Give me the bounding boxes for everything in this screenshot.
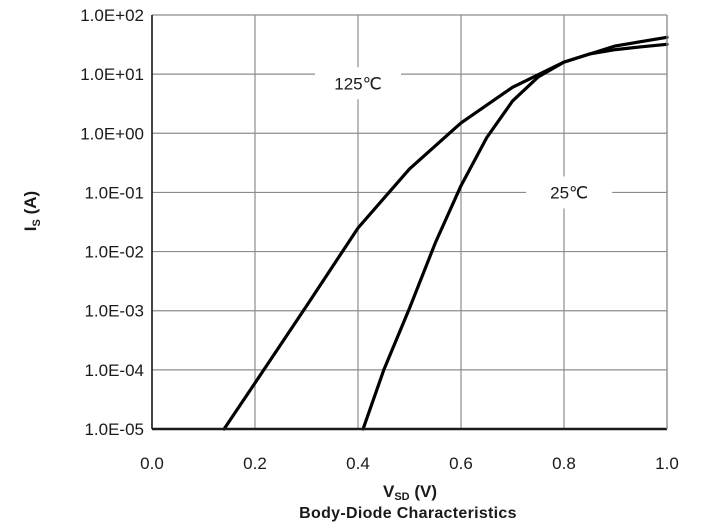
y-tick-label-4: 1.0E-01 xyxy=(84,183,144,202)
x-tick-label-1: 0.2 xyxy=(243,454,267,473)
x-tick-label-5: 1.0 xyxy=(655,454,679,473)
x-tick-label-2: 0.4 xyxy=(346,454,370,473)
y-tick-label-2: 1.0E-03 xyxy=(84,302,144,321)
y-tick-labels: 1.0E-05 1.0E-04 1.0E-03 1.0E-02 1.0E-01 1.0E+… xyxy=(80,6,144,439)
series-label-background-1 xyxy=(526,176,613,209)
y-axis-title: IS (A) xyxy=(21,191,43,231)
series-line-1 xyxy=(361,42,669,431)
x-axis-title: VSD (V) xyxy=(383,482,437,503)
y-tick-label-7: 1.0E+02 xyxy=(80,6,144,25)
series-labels: 125℃ 25℃ xyxy=(315,67,613,209)
y-tick-label-1: 1.0E-04 xyxy=(84,361,144,380)
x-axis-title-main: V xyxy=(383,482,395,501)
y-tick-label-6: 1.0E+01 xyxy=(80,65,144,84)
chart-title: Body-Diode Characteristics xyxy=(299,505,517,522)
y-axis-title-main: I xyxy=(21,226,40,231)
y-tick-label-3: 1.0E-02 xyxy=(84,243,144,262)
y-tick-label-5: 1.0E+00 xyxy=(80,124,144,143)
y-tick-label-0: 1.0E-05 xyxy=(84,420,144,439)
series-label-1: 25℃ xyxy=(550,183,588,202)
series-label-background-0 xyxy=(315,67,401,100)
y-axis-title-sub: S xyxy=(31,219,43,226)
x-tick-label-3: 0.6 xyxy=(449,454,473,473)
series-label-0: 125℃ xyxy=(334,74,381,93)
x-axis-title-sub: SD xyxy=(394,491,409,503)
x-tick-labels: 0.0 0.2 0.4 0.6 0.8 1.0 xyxy=(140,454,679,473)
y-axis-title-unit: (A) xyxy=(21,191,40,219)
series-lines xyxy=(222,35,669,431)
x-axis-title-unit: (V) xyxy=(410,482,437,501)
plot-frame xyxy=(151,15,668,431)
x-tick-label-0: 0.0 xyxy=(140,454,164,473)
x-tick-label-4: 0.8 xyxy=(552,454,576,473)
